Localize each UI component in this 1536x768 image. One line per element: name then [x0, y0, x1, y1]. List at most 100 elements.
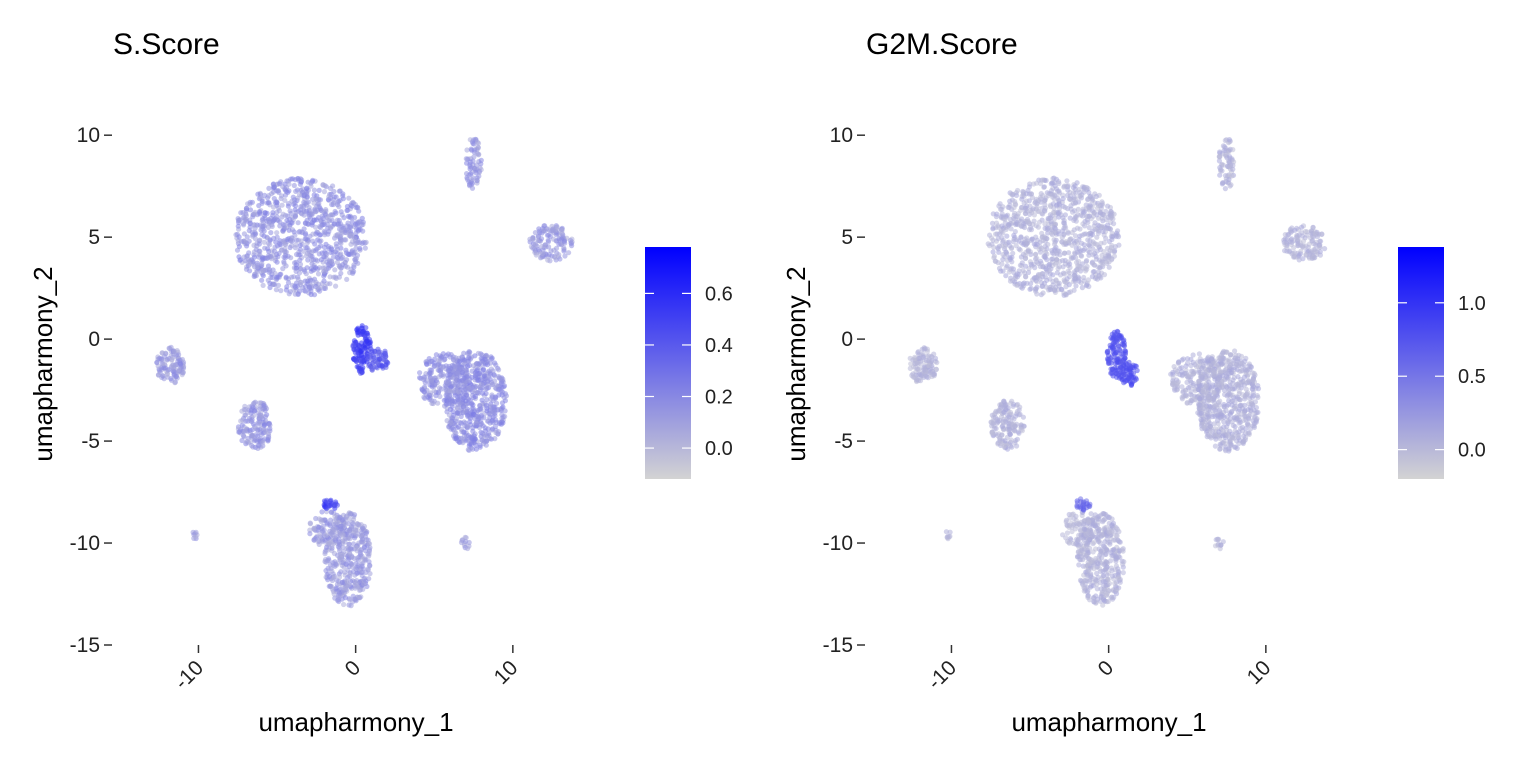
data-point: [288, 176, 294, 182]
y-tick-label: 5: [88, 226, 100, 249]
data-point: [265, 437, 271, 443]
data-point: [247, 207, 254, 213]
data-point: [323, 207, 329, 213]
data-point: [1084, 184, 1090, 191]
colorbar-tick-label: 0.6: [705, 283, 733, 305]
data-point: [453, 377, 460, 383]
data-point: [377, 349, 383, 355]
data-point: [328, 530, 335, 536]
data-point: [441, 357, 447, 363]
data-point: [1229, 419, 1235, 425]
data-point: [282, 192, 289, 198]
data-point: [350, 270, 356, 276]
data-point: [1093, 253, 1099, 259]
data-point: [1061, 220, 1067, 226]
data-point: [1003, 264, 1009, 270]
data-point: [470, 402, 476, 408]
data-point: [539, 243, 545, 250]
data-point: [274, 274, 280, 280]
data-point: [351, 338, 358, 344]
data-point: [289, 274, 295, 280]
data-point: [1195, 378, 1201, 385]
data-point: [245, 259, 251, 265]
data-point: [532, 230, 539, 236]
data-point: [271, 184, 277, 190]
data-point: [269, 223, 275, 229]
data-point: [1042, 225, 1048, 231]
data-point: [1111, 221, 1117, 227]
cluster: [527, 223, 575, 264]
y-axis-label: umapharmony_2: [28, 266, 58, 461]
data-point: [1127, 368, 1133, 374]
data-point: [1054, 270, 1060, 276]
data-point: [554, 224, 560, 230]
data-point: [1179, 373, 1185, 379]
data-point: [291, 182, 297, 189]
data-point: [1122, 348, 1128, 354]
data-point: [308, 180, 314, 186]
data-point: [322, 230, 328, 236]
data-point: [357, 245, 363, 251]
data-point: [1238, 411, 1244, 417]
data-point: [1028, 281, 1034, 287]
data-point: [1246, 363, 1252, 369]
data-point: [1015, 213, 1021, 219]
data-point: [458, 413, 464, 420]
data-point: [448, 419, 454, 425]
data-point: [503, 393, 509, 399]
data-point: [1063, 279, 1069, 285]
data-point: [236, 217, 242, 223]
data-point: [502, 398, 508, 404]
data-point: [270, 217, 276, 223]
data-point: [1080, 213, 1086, 219]
data-point: [496, 367, 502, 373]
data-point: [1036, 219, 1043, 225]
data-point: [365, 566, 371, 572]
data-point: [452, 381, 458, 388]
data-point: [1087, 202, 1093, 208]
data-point: [369, 349, 375, 355]
data-point: [530, 236, 536, 242]
data-point: [367, 343, 373, 349]
data-point: [1195, 386, 1201, 393]
data-point: [360, 536, 366, 542]
data-point: [342, 569, 348, 575]
colorbar-tick-label: 0.0: [705, 438, 733, 460]
data-point: [479, 397, 485, 403]
data-point: [428, 378, 435, 384]
data-point: [479, 420, 485, 427]
data-point: [494, 400, 500, 406]
data-point: [360, 328, 366, 335]
data-point: [260, 255, 266, 261]
data-point: [469, 177, 475, 183]
data-point: [274, 209, 280, 215]
data-point: [344, 207, 350, 214]
data-point: [331, 274, 337, 280]
data-point: [559, 228, 565, 234]
data-point: [1028, 261, 1034, 267]
data-point: [1112, 360, 1118, 367]
data-point: [257, 427, 263, 433]
data-point: [254, 243, 260, 249]
data-point: [1190, 368, 1196, 375]
data-point: [460, 395, 467, 401]
data-point: [1062, 261, 1069, 267]
data-point: [493, 362, 499, 368]
data-point: [1069, 229, 1075, 236]
data-point: [242, 214, 248, 221]
data-point: [1196, 395, 1202, 401]
data-point: [262, 407, 268, 413]
data-point: [1249, 370, 1256, 376]
data-point: [162, 365, 168, 371]
data-point: [1128, 382, 1134, 388]
data-point: [1206, 373, 1212, 379]
data-point: [457, 419, 463, 426]
data-point: [1124, 361, 1130, 367]
data-point: [161, 376, 167, 382]
data-point: [243, 205, 250, 211]
data-point: [338, 265, 344, 271]
data-point: [1219, 379, 1225, 385]
data-point: [266, 266, 272, 272]
